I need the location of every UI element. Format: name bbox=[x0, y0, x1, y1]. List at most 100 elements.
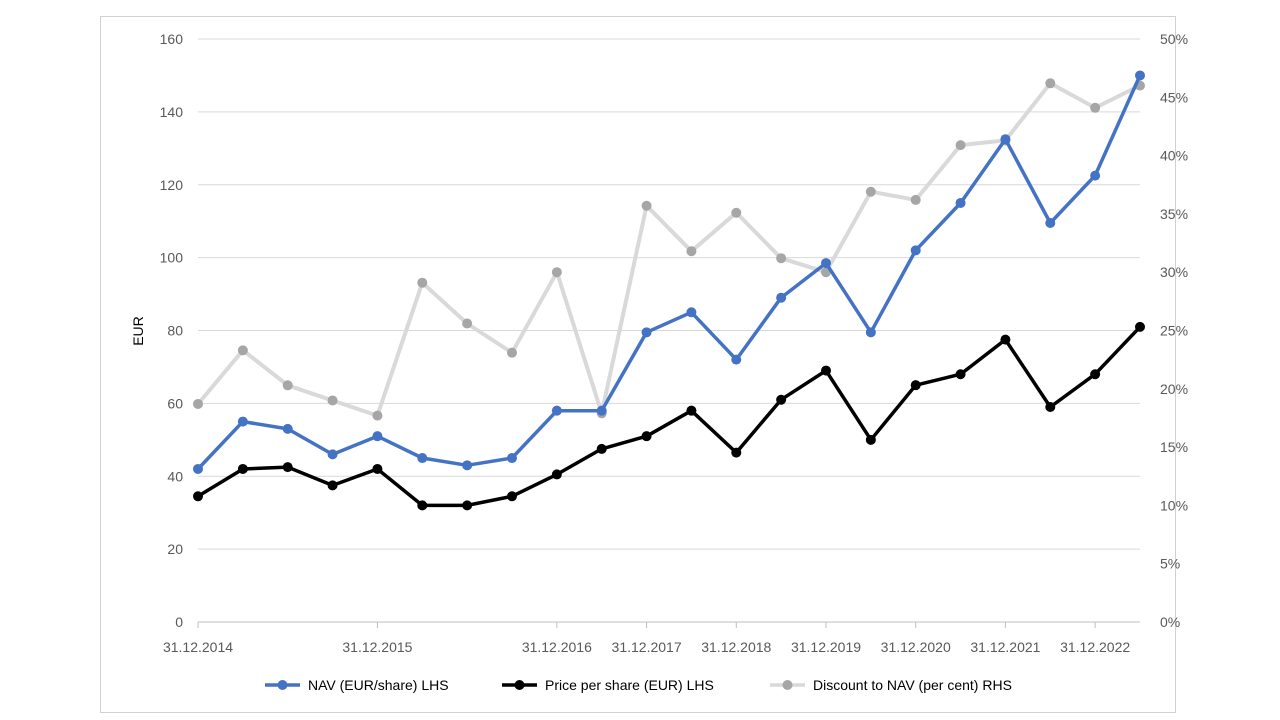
y-tick-label: 0 bbox=[175, 614, 183, 630]
y-tick-label: 160 bbox=[160, 31, 184, 47]
legend-marker bbox=[782, 680, 793, 690]
data-point bbox=[731, 354, 742, 365]
data-point bbox=[910, 245, 921, 256]
data-point bbox=[821, 258, 831, 269]
legend-item: NAV (EUR/share) LHS bbox=[265, 677, 449, 693]
legend-label: NAV (EUR/share) LHS bbox=[308, 677, 449, 693]
y-tick-label: 60 bbox=[167, 395, 183, 411]
data-point bbox=[282, 380, 293, 391]
data-point bbox=[731, 207, 742, 218]
y2-tick-label: 0% bbox=[1160, 614, 1180, 630]
y2-tick-label: 25% bbox=[1160, 323, 1188, 339]
data-point bbox=[955, 369, 966, 380]
data-point bbox=[462, 318, 473, 329]
x-tick-label: 31.12.2016 bbox=[522, 639, 592, 655]
data-point bbox=[731, 447, 742, 458]
chart-frame bbox=[100, 16, 1176, 713]
data-point bbox=[417, 277, 428, 288]
y-tick-label: 120 bbox=[160, 177, 184, 193]
data-point bbox=[551, 469, 562, 480]
y2-tick-label: 40% bbox=[1160, 148, 1188, 164]
series-lines bbox=[193, 70, 1145, 511]
x-tick-label: 31.12.2019 bbox=[791, 639, 861, 655]
data-point bbox=[776, 253, 787, 264]
data-point bbox=[1045, 78, 1056, 89]
y2-tick-label: 50% bbox=[1160, 31, 1188, 47]
y-tick-label: 20 bbox=[167, 541, 183, 557]
y-axis-left-ticks: 0 20 40 60 80 100 120 140 160 bbox=[160, 31, 184, 630]
grid-lines bbox=[198, 38, 1140, 550]
data-point bbox=[776, 292, 787, 303]
data-point bbox=[237, 345, 248, 356]
y2-tick-label: 30% bbox=[1160, 264, 1188, 280]
legend-marker bbox=[514, 680, 525, 690]
data-point bbox=[686, 405, 697, 416]
x-tick-label: 31.12.2020 bbox=[881, 639, 951, 655]
y-axis-right-ticks: 0% 5% 10% 15% 20% 25% 30% 35% 40% 45% 50% bbox=[1160, 31, 1188, 630]
data-point bbox=[551, 267, 562, 278]
data-point bbox=[686, 246, 697, 257]
data-point bbox=[551, 405, 562, 416]
y2-tick-label: 10% bbox=[1160, 497, 1188, 513]
data-point bbox=[776, 394, 787, 405]
y2-tick-label: 35% bbox=[1160, 206, 1188, 222]
data-point bbox=[865, 186, 876, 197]
legend-marker bbox=[277, 680, 288, 690]
data-point bbox=[865, 434, 876, 445]
data-point bbox=[641, 200, 652, 211]
data-point bbox=[596, 443, 607, 454]
x-tick-label: 31.12.2022 bbox=[1060, 639, 1130, 655]
data-point bbox=[237, 416, 248, 427]
data-point bbox=[641, 327, 652, 338]
data-point bbox=[462, 500, 473, 511]
data-point bbox=[417, 500, 428, 511]
data-point bbox=[955, 140, 966, 151]
data-point bbox=[507, 491, 517, 502]
y-tick-label: 100 bbox=[160, 250, 184, 266]
series-line bbox=[196, 74, 1142, 471]
x-tick-label: 31.12.2018 bbox=[701, 639, 771, 655]
axes bbox=[197, 621, 1140, 628]
data-point bbox=[462, 460, 473, 471]
data-point bbox=[372, 431, 383, 442]
data-point bbox=[1045, 218, 1056, 229]
series-1 bbox=[193, 321, 1145, 511]
data-point bbox=[193, 463, 203, 474]
series-line bbox=[197, 325, 1142, 508]
data-point bbox=[1135, 321, 1145, 332]
y2-tick-label: 45% bbox=[1160, 89, 1188, 105]
data-point bbox=[282, 423, 293, 434]
data-point bbox=[1000, 334, 1011, 345]
legend-label: Price per share (EUR) LHS bbox=[545, 677, 714, 693]
y2-tick-label: 15% bbox=[1160, 439, 1188, 455]
data-point bbox=[327, 449, 338, 460]
data-point bbox=[1090, 369, 1101, 380]
legend-item: Price per share (EUR) LHS bbox=[502, 677, 714, 693]
data-point bbox=[1090, 102, 1101, 113]
x-axis-ticks: 31.12.2014 31.12.2015 31.12.2016 31.12.2017… bbox=[163, 639, 1130, 655]
data-point bbox=[955, 197, 966, 208]
y-tick-label: 80 bbox=[167, 323, 183, 339]
y-axis-title: EUR bbox=[130, 316, 146, 346]
legend-item: Discount to NAV (per cent) RHS bbox=[770, 677, 1012, 693]
data-point bbox=[327, 395, 338, 406]
y-tick-label: 140 bbox=[160, 104, 184, 120]
data-point bbox=[237, 463, 248, 474]
y2-tick-label: 5% bbox=[1160, 556, 1180, 572]
data-point bbox=[327, 480, 338, 491]
data-point bbox=[372, 410, 383, 421]
data-point bbox=[1090, 170, 1101, 181]
data-point bbox=[596, 405, 607, 416]
data-point bbox=[910, 380, 921, 391]
data-point bbox=[821, 365, 831, 376]
data-point bbox=[372, 463, 383, 474]
data-point bbox=[507, 347, 517, 358]
legend: NAV (EUR/share) LHS Price per share (EUR)… bbox=[265, 677, 1012, 693]
data-point bbox=[1045, 402, 1056, 413]
data-point bbox=[686, 307, 697, 318]
data-point bbox=[193, 398, 203, 409]
data-point bbox=[193, 491, 203, 502]
data-point bbox=[910, 194, 921, 205]
series-0 bbox=[193, 70, 1145, 474]
